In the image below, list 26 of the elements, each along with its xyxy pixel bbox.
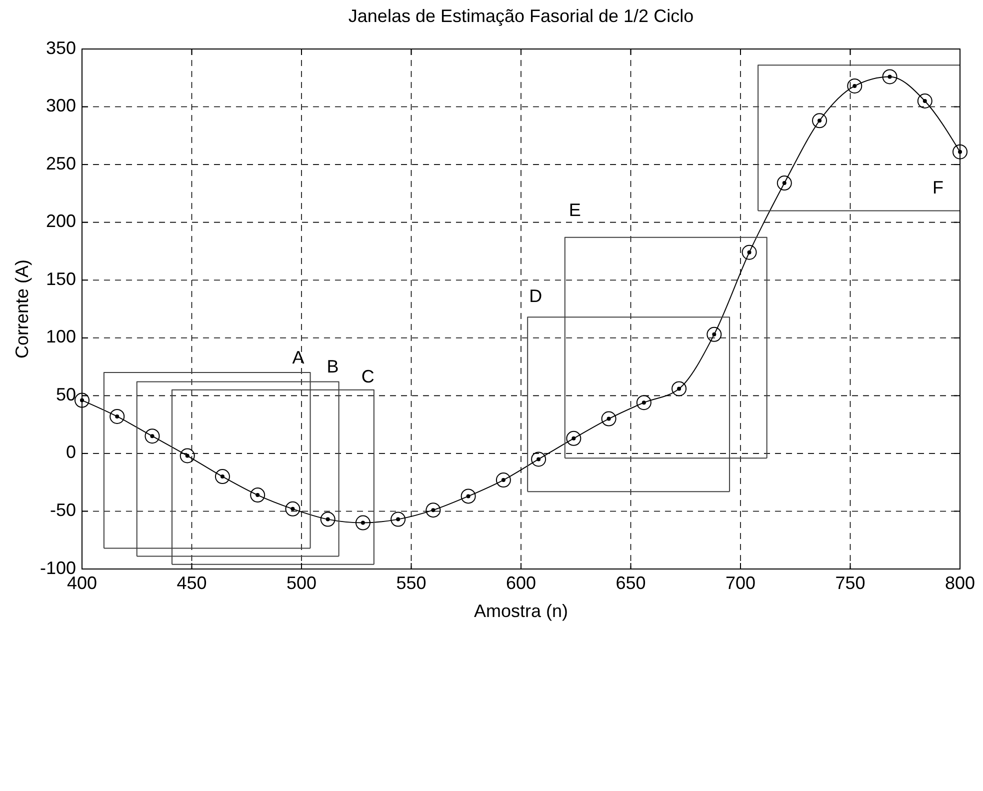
annotation: C (361, 366, 374, 387)
x-tick-label: 700 (725, 573, 756, 593)
annotation: D (529, 286, 542, 306)
y-tick-label: 100 (46, 326, 76, 347)
y-tick-label: 250 (46, 153, 76, 174)
y-tick-label: 350 (46, 38, 76, 58)
y-tick-label: -50 (50, 500, 76, 520)
x-tick-label: 450 (176, 573, 207, 593)
x-tick-label: 550 (396, 573, 426, 593)
x-tick-label: 500 (286, 573, 317, 593)
y-tick-label: 200 (46, 211, 76, 232)
x-axis-title: Amostra (n) (474, 601, 568, 621)
chart-title: Janelas de Estimação Fasorial de 1/2 Ciclo (348, 6, 694, 26)
y-tick-label: 50 (56, 384, 76, 404)
y-axis-title: Corrente (A) (12, 259, 32, 359)
y-tick-label: 0 (66, 442, 76, 462)
y-tick-label: 150 (46, 268, 76, 289)
x-tick-label: 600 (506, 573, 536, 593)
annotation: A (292, 347, 304, 368)
annotation: F (932, 178, 944, 198)
x-tick-label: 800 (944, 573, 976, 593)
y-tick-label: 300 (46, 96, 76, 116)
x-tick-label: 650 (616, 573, 646, 593)
x-tick-label: 750 (835, 573, 866, 593)
annotation: B (326, 356, 339, 377)
annotation: E (568, 200, 581, 220)
